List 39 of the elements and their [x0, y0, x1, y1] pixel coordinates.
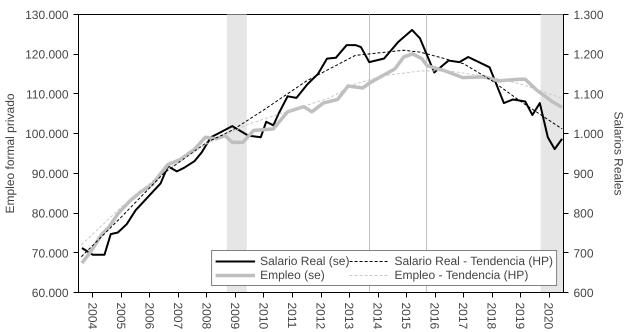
x-tick-label: 2017: [456, 302, 470, 330]
y2-tick-label: 600: [574, 286, 594, 300]
x-tick-label: 2012: [314, 302, 328, 330]
y2-tick-label: 800: [574, 206, 594, 221]
y2-tick-label: 1.100: [574, 87, 604, 102]
y-tick-label: 60.000: [32, 286, 69, 300]
y-tick-label: 70.000: [32, 246, 69, 260]
x-tick-label: 2014: [370, 302, 385, 330]
legend-label: Empleo - Tendencia (HP): [394, 268, 528, 282]
x-tick-label: 2007: [170, 302, 185, 330]
y2-axis-title: Salarios Reales: [612, 111, 626, 196]
x-tick-label: 2004: [85, 302, 100, 330]
y-axis-title: Empleo formal privado: [3, 93, 18, 214]
x-tick-label: 2016: [428, 302, 442, 330]
legend-label: Empleo (se): [260, 268, 325, 282]
y-tick-label: 110.000: [26, 87, 69, 102]
x-tick-label: 2013: [342, 302, 356, 330]
y2-tick-label: 1.200: [574, 48, 604, 62]
y2-tick-label: 1.300: [574, 8, 604, 22]
x-tick-label: 2008: [199, 302, 214, 330]
x-tick-label: 2015: [399, 302, 414, 330]
x-tick-label: 2020: [542, 302, 556, 330]
y-tick-label: 90.000: [32, 166, 69, 181]
x-tick-label: 2011: [284, 302, 299, 329]
x-tick-label: 2006: [142, 302, 156, 330]
y2-tick-label: 1.000: [574, 127, 604, 142]
y2-tick-label: 700: [574, 246, 594, 260]
y-tick-label: 100.000: [25, 127, 69, 142]
x-tick-label: 2010: [256, 302, 270, 330]
legend-label: Salario Real (se): [260, 254, 350, 268]
legend-label: Salario Real - Tendencia (HP): [394, 254, 553, 268]
y2-tick-label: 900: [574, 166, 594, 181]
x-tick-label: 2019: [513, 302, 528, 330]
y-tick-label: 80.000: [32, 206, 69, 221]
x-tick-label: 2005: [114, 302, 128, 330]
y-tick-label: 120.000: [25, 48, 69, 62]
x-tick-label: 2018: [484, 302, 499, 330]
x-tick-label: 2009: [228, 302, 242, 330]
y-tick-label: 130.000: [25, 8, 69, 22]
